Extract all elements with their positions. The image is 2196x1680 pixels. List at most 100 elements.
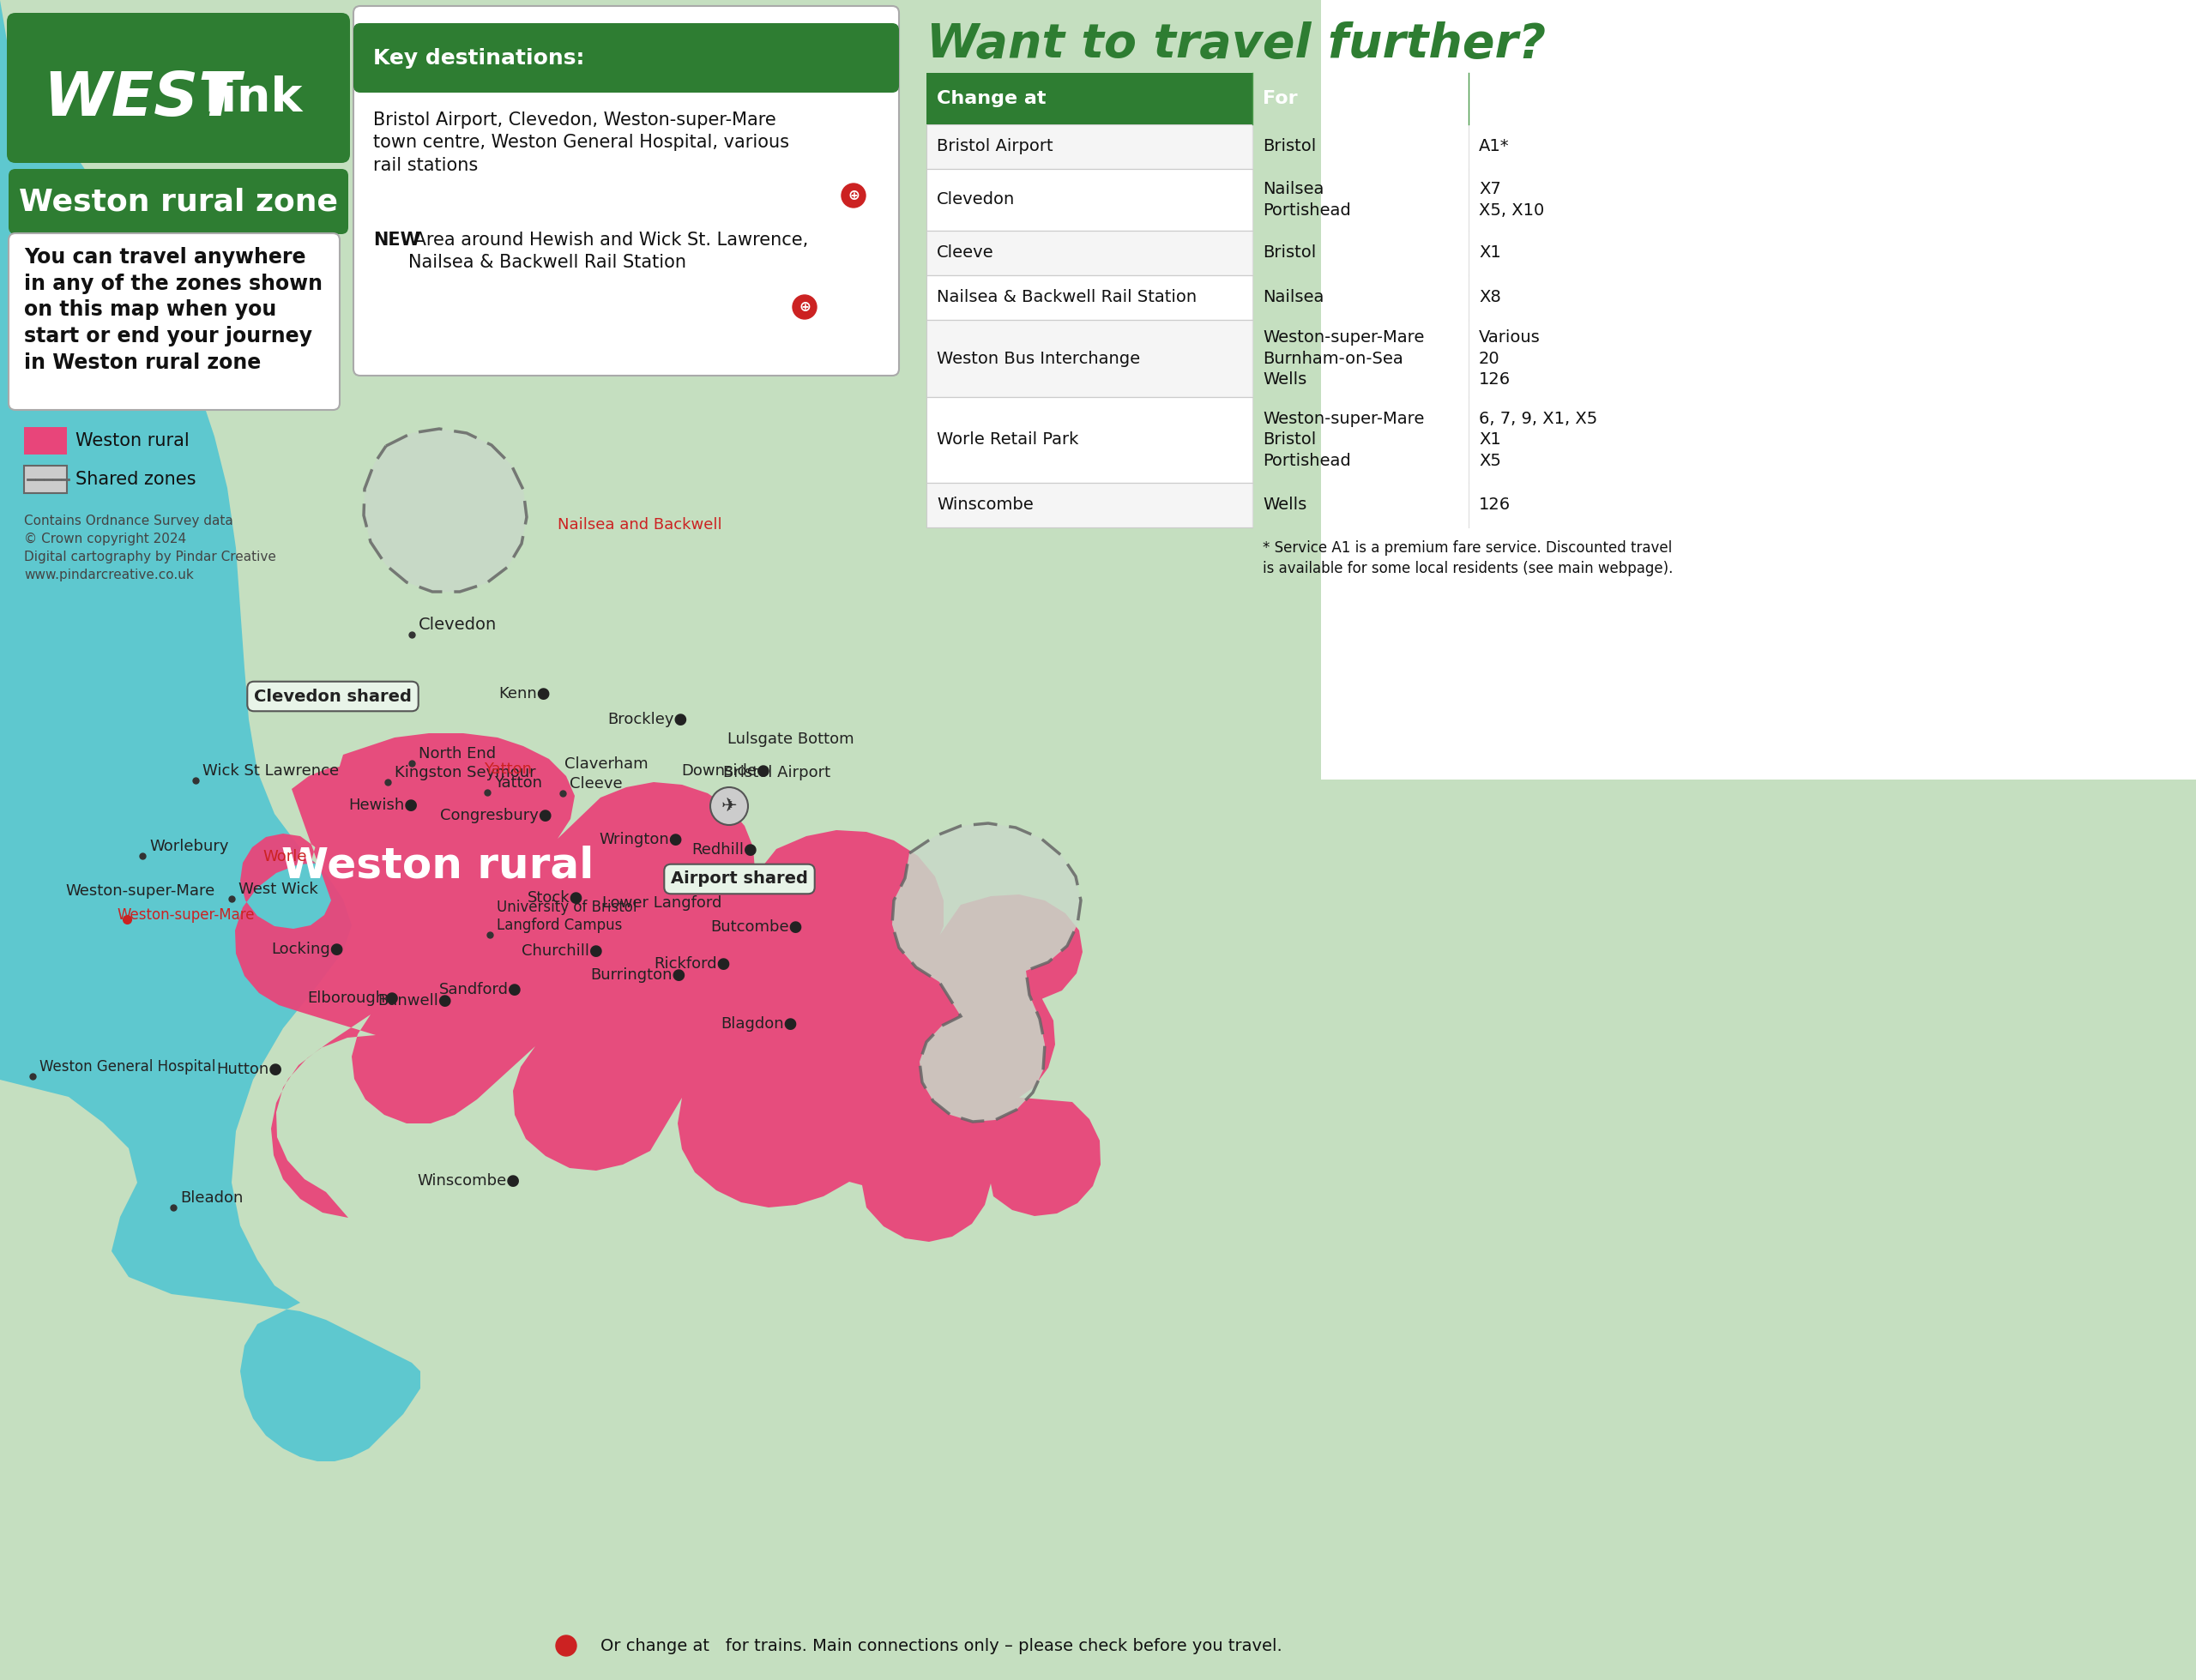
Text: University of Bristol
Langford Campus: University of Bristol Langford Campus [496,900,637,932]
Text: Bristol Airport: Bristol Airport [722,764,830,781]
Text: Clevedon: Clevedon [938,192,1015,208]
Text: 126: 126 [1478,497,1511,514]
Text: Lower Langford: Lower Langford [602,895,722,911]
Text: Nailsea: Nailsea [1263,289,1324,306]
Text: Winscombe●: Winscombe● [417,1173,520,1189]
Text: Or change at   for trains. Main connections only – please check before you trave: Or change at for trains. Main connection… [600,1638,1282,1655]
Text: Contains Ordnance Survey data
© Crown copyright 2024
Digital cartography by Pind: Contains Ordnance Survey data © Crown co… [24,514,277,581]
Text: Weston Bus Interchange: Weston Bus Interchange [938,351,1140,366]
Text: Burrington●: Burrington● [591,968,685,983]
Text: WEST: WEST [44,69,242,128]
Text: X7
X5, X10: X7 X5, X10 [1478,181,1544,218]
Text: Brockley●: Brockley● [608,712,687,727]
Text: Nailsea
Portishead: Nailsea Portishead [1263,181,1351,218]
FancyBboxPatch shape [927,482,1252,528]
Text: Bristol Airport: Bristol Airport [938,138,1054,155]
Text: Various
20
126: Various 20 126 [1478,329,1539,388]
Text: Weston-super-Mare: Weston-super-Mare [66,884,215,899]
Text: Kenn●: Kenn● [498,685,551,702]
Text: Lulsgate Bottom: Lulsgate Bottom [727,731,854,748]
Text: Locking●: Locking● [270,941,343,958]
Text: Hutton●: Hutton● [215,1062,283,1077]
Text: Shared zones: Shared zones [75,470,195,487]
Text: ✈: ✈ [720,798,738,815]
Text: Bristol: Bristol [1263,245,1315,260]
Text: Weston rural: Weston rural [281,845,593,887]
Text: Cleeve: Cleeve [569,776,621,791]
Text: Weston rural: Weston rural [75,432,189,449]
Text: For: For [1263,91,1298,108]
Text: Bristol: Bristol [1263,138,1315,155]
Text: Weston General Hospital: Weston General Hospital [40,1058,215,1075]
FancyBboxPatch shape [927,72,1252,124]
FancyBboxPatch shape [927,276,1252,319]
Text: Sandford●: Sandford● [439,981,523,998]
FancyBboxPatch shape [9,170,349,234]
Text: Weston-super-Mare
Burnham-on-Sea
Wells: Weston-super-Mare Burnham-on-Sea Wells [1263,329,1425,388]
FancyBboxPatch shape [24,427,66,455]
FancyBboxPatch shape [354,7,898,376]
Text: Wells: Wells [1263,497,1307,514]
Text: Weston-super-Mare: Weston-super-Mare [116,907,255,922]
FancyBboxPatch shape [927,124,1252,170]
Text: Wrington●: Wrington● [600,832,683,847]
Text: Congresbury●: Congresbury● [439,808,551,823]
FancyBboxPatch shape [927,396,1252,482]
Text: Hewish●: Hewish● [349,798,417,813]
Circle shape [709,788,749,825]
Text: Nailsea and Backwell: Nailsea and Backwell [558,517,722,533]
Text: Weston-super-Mare
Bristol
Portishead: Weston-super-Mare Bristol Portishead [1263,412,1425,469]
Text: Elborough●: Elborough● [307,991,400,1006]
Text: A1*: A1* [1478,138,1509,155]
Text: 6, 7, 9, X1, X5
X1
X5: 6, 7, 9, X1, X5 X1 X5 [1478,412,1596,469]
Circle shape [841,183,865,208]
Text: Clevedon: Clevedon [419,617,496,633]
Text: link: link [204,76,303,121]
Text: Blagdon●: Blagdon● [720,1016,797,1032]
Text: Rickford●: Rickford● [654,956,731,971]
Text: X1: X1 [1478,245,1500,260]
Text: Worle: Worle [264,848,307,865]
Text: Key destinations:: Key destinations: [373,49,584,69]
Polygon shape [235,732,1100,1242]
Text: Clevedon shared: Clevedon shared [255,689,411,704]
Text: Yatton: Yatton [494,774,542,791]
Text: Churchill●: Churchill● [523,944,604,959]
Text: Worle Retail Park: Worle Retail Park [938,432,1078,449]
Polygon shape [0,0,419,1462]
FancyBboxPatch shape [927,170,1252,230]
Text: Kingston Seymour: Kingston Seymour [395,764,536,781]
Text: You can travel anywhere
in any of the zones shown
on this map when you
start or : You can travel anywhere in any of the zo… [24,247,323,373]
Text: Wick St Lawrence: Wick St Lawrence [202,763,338,780]
FancyBboxPatch shape [0,0,2196,1680]
Text: Stock●: Stock● [527,890,584,906]
Text: Nailsea & Backwell Rail Station: Nailsea & Backwell Rail Station [938,289,1197,306]
Text: Redhill●: Redhill● [692,842,758,857]
Text: Bristol Airport, Clevedon, Weston-super-Mare
town centre, Weston General Hospita: Bristol Airport, Clevedon, Weston-super-… [373,111,788,175]
Polygon shape [0,0,2196,1680]
Text: Weston rural zone: Weston rural zone [20,186,338,217]
Text: Winscombe: Winscombe [938,497,1034,514]
FancyBboxPatch shape [354,24,898,92]
Text: Change at: Change at [938,91,1045,108]
Text: Area around Hewish and Wick St. Lawrence,
Nailsea & Backwell Rail Station: Area around Hewish and Wick St. Lawrence… [408,232,808,272]
FancyBboxPatch shape [927,319,1252,396]
Text: X8: X8 [1478,289,1500,306]
Polygon shape [892,823,1080,1122]
Text: Buses: Buses [1478,91,1544,108]
FancyBboxPatch shape [0,0,2196,1680]
Text: Want to travel further?: Want to travel further? [927,22,1546,67]
FancyBboxPatch shape [927,230,1252,276]
Text: Downside●: Downside● [681,763,771,780]
Text: Airport shared: Airport shared [670,870,808,887]
Text: * Service A1 is a premium fare service. Discounted travel
is available for some : * Service A1 is a premium fare service. … [1263,541,1673,576]
Text: Butcombe●: Butcombe● [709,919,802,934]
Text: ⊕: ⊕ [799,299,810,314]
FancyBboxPatch shape [7,13,349,163]
Text: ⊕: ⊕ [848,188,859,203]
Text: Claverham: Claverham [564,756,648,771]
FancyBboxPatch shape [24,465,66,494]
Text: Bleadon: Bleadon [180,1191,244,1206]
Circle shape [556,1635,575,1656]
FancyBboxPatch shape [9,234,340,410]
